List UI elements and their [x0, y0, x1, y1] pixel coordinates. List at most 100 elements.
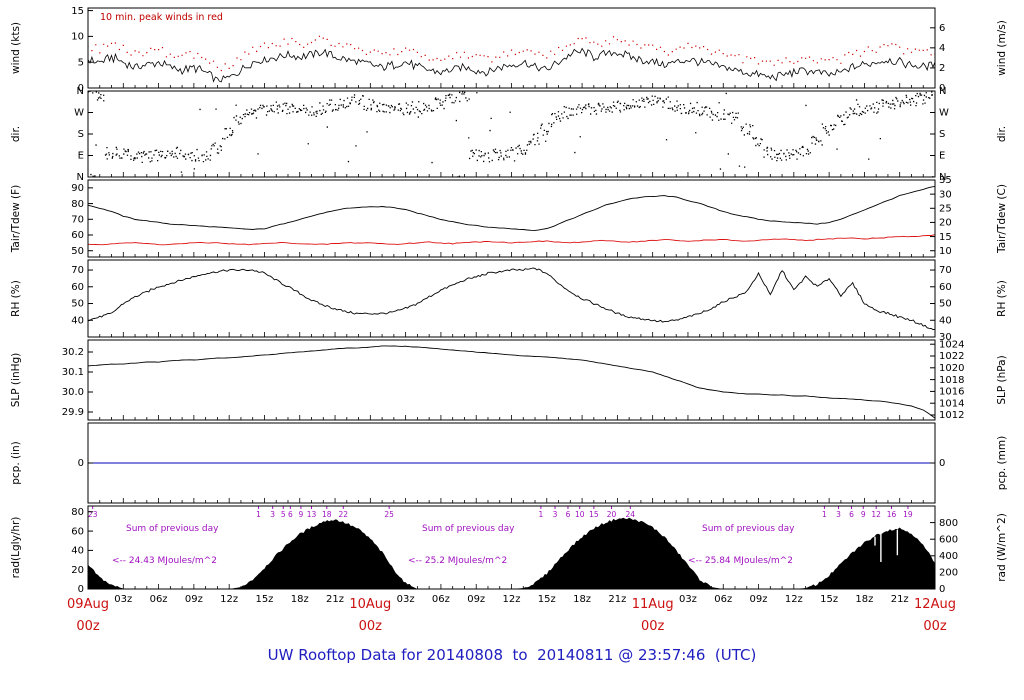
- rad-cumulative-label: 6: [849, 510, 854, 519]
- panel-rh: 40 50 60 70 30 40 50 60 70 RH (%) RH (%): [10, 259, 1008, 343]
- figure-title: UW Rooftop Data for 20140808 to 20140811…: [267, 646, 757, 664]
- panel-temp: 50 60 70 80 90 10 15 20 25 30 35 Tair/Tdew (F) Tair/…: [10, 175, 1008, 258]
- x-axis-labels: 03z 06z 09z 12z 15z 18z 21z 03z 06z 09z 12z 15z 18z 2…: [67, 594, 956, 634]
- axis-label-right-slp: SLP (hPa): [996, 355, 1008, 404]
- rad-cumulative-label: 3: [836, 510, 841, 519]
- y-tick-label-right: 1018: [939, 375, 964, 386]
- y-tick-label-left: 0: [78, 584, 84, 595]
- y-tick-label-right: 60: [939, 282, 952, 293]
- rad-sum-value: <-- 25.84 MJoules/m^2: [688, 555, 793, 566]
- rad-cumulative-label: 1: [822, 510, 827, 519]
- y-tick-label-right: 1012: [939, 410, 964, 421]
- rad-cumulative-label: 1: [539, 510, 544, 519]
- rad-sum-label: Sum of previous day: [126, 524, 219, 534]
- y-tick-label-right: 40: [939, 315, 952, 326]
- axis-label-right-pcp: pcp. (mm): [996, 436, 1008, 490]
- x-hour-label: 15z: [255, 594, 273, 605]
- y-tick-label-right: 1016: [939, 387, 964, 398]
- y-tick-label-left: 0: [78, 83, 84, 94]
- series-radiation-area: [88, 517, 935, 589]
- x-hour-label: 06z: [714, 594, 732, 605]
- y-tick-label-left: 50: [71, 299, 84, 310]
- x-date-hour-label: 00z: [923, 619, 947, 634]
- x-hour-label: 03z: [114, 594, 132, 605]
- y-tick-label-right: E: [939, 151, 945, 162]
- x-hour-label: 09z: [750, 594, 768, 605]
- y-tick-label-left: 80: [71, 507, 84, 518]
- y-tick-label-right: 0: [939, 584, 945, 595]
- x-date-label: 10Aug: [349, 597, 391, 612]
- y-tick-label-left: 20: [71, 565, 84, 576]
- rad-cumulative-label: 23: [88, 510, 98, 519]
- x-hour-label: 18z: [291, 594, 309, 605]
- y-tick-label-right: 1020: [939, 363, 964, 374]
- series-line-temp-1: [88, 234, 935, 246]
- axis-label-left-pcp: pcp. (in): [10, 441, 22, 485]
- x-hour-label: 21z: [326, 594, 344, 605]
- y-tick-label-left: 30.0: [62, 387, 84, 398]
- x-hour-label: 12z: [220, 594, 238, 605]
- y-tick-label-left: 5: [78, 57, 84, 68]
- rad-sum-annotation-day1: Sum of previous day <-- 24.43 MJoules/m^…: [112, 503, 218, 587]
- rad-sum-value: <-- 25.2 MJoules/m^2: [408, 555, 508, 566]
- rad-cumulative-label: 15: [589, 510, 599, 519]
- axis-label-right-wind: wind (m/s): [996, 20, 1008, 76]
- panel-series-dir: [88, 91, 934, 177]
- y-tick-label-right: 200: [939, 568, 958, 579]
- panel-rad: 23 1 3 5 6 9 13 18 22 25 1 3 6 10 15 20 24 1 3 6 9 12 16 190204…: [10, 505, 1008, 595]
- y-tick-label-left: N: [77, 172, 84, 183]
- y-tick-label-left: E: [78, 151, 84, 162]
- series-line-rh-0: [88, 267, 935, 331]
- rad-cumulative-label: 5: [281, 510, 286, 519]
- y-tick-label-right: 35: [939, 175, 952, 186]
- y-tick-label-left: 10: [71, 32, 84, 43]
- x-hour-label: 03z: [679, 594, 697, 605]
- x-hour-label: 21z: [891, 594, 909, 605]
- series-line-slp-0: [88, 345, 935, 419]
- y-tick-label-left: 60: [71, 526, 84, 537]
- axis-label-left-slp: SLP (inHg): [10, 353, 22, 408]
- rad-sum-label: Sum of previous day: [702, 524, 795, 534]
- x-hour-label: 09z: [467, 594, 485, 605]
- rad-cumulative-label: 6: [288, 510, 293, 519]
- axis-label-left-wind: wind (kts): [10, 22, 22, 74]
- y-tick-label-right: 0: [939, 83, 945, 94]
- axis-label-right-temp: Tair/Tdew (C): [996, 184, 1008, 254]
- y-tick-label-right: 20: [939, 218, 952, 229]
- axis-label-left-rh: RH (%): [10, 280, 22, 317]
- y-tick-label-left: 60: [71, 230, 84, 241]
- rad-cumulative-label: 1: [256, 510, 261, 519]
- x-date-hour-label: 00z: [76, 619, 100, 634]
- x-date-label: 09Aug: [67, 597, 109, 612]
- rad-cumulative-label: 22: [339, 510, 349, 519]
- y-tick-label-left: 29.9: [62, 407, 84, 418]
- rad-cumulative-label: 6: [566, 510, 571, 519]
- y-tick-label-left: 0: [78, 458, 84, 469]
- rad-cumulative-label: 9: [299, 510, 304, 519]
- x-date-hour-label: 00z: [359, 619, 383, 634]
- rad-cumulative-label: 3: [553, 510, 558, 519]
- axis-label-right-dir: dir.: [996, 126, 1008, 142]
- y-tick-label-right: 30: [939, 332, 952, 343]
- x-hour-label: 03z: [397, 594, 415, 605]
- rad-cumulative-label: 3: [270, 510, 275, 519]
- y-tick-label-left: 70: [71, 214, 84, 225]
- y-tick-label-left: 40: [71, 315, 84, 326]
- y-tick-label-left: S: [78, 129, 84, 140]
- panel-series-rad: [88, 517, 935, 589]
- rad-cumulative-label: 25: [384, 510, 394, 519]
- x-hour-label: 12z: [503, 594, 521, 605]
- rad-cumulative-label: 20: [607, 510, 617, 519]
- x-hour-label: 15z: [538, 594, 556, 605]
- series-peak-dots: [88, 35, 935, 72]
- rad-sum-annotation-day3: Sum of previous day <-- 25.84 MJoules/m^…: [688, 503, 794, 587]
- x-date-label: 12Aug: [914, 597, 956, 612]
- axis-label-left-rad: rad(Lgly/hr): [10, 517, 22, 579]
- y-tick-label-left: 30.1: [62, 367, 84, 378]
- y-tick-label-left: 15: [71, 6, 84, 17]
- panel-series-temp: [88, 185, 935, 246]
- y-tick-label-right: 6: [939, 23, 945, 34]
- y-tick-label-right: 10: [939, 246, 952, 257]
